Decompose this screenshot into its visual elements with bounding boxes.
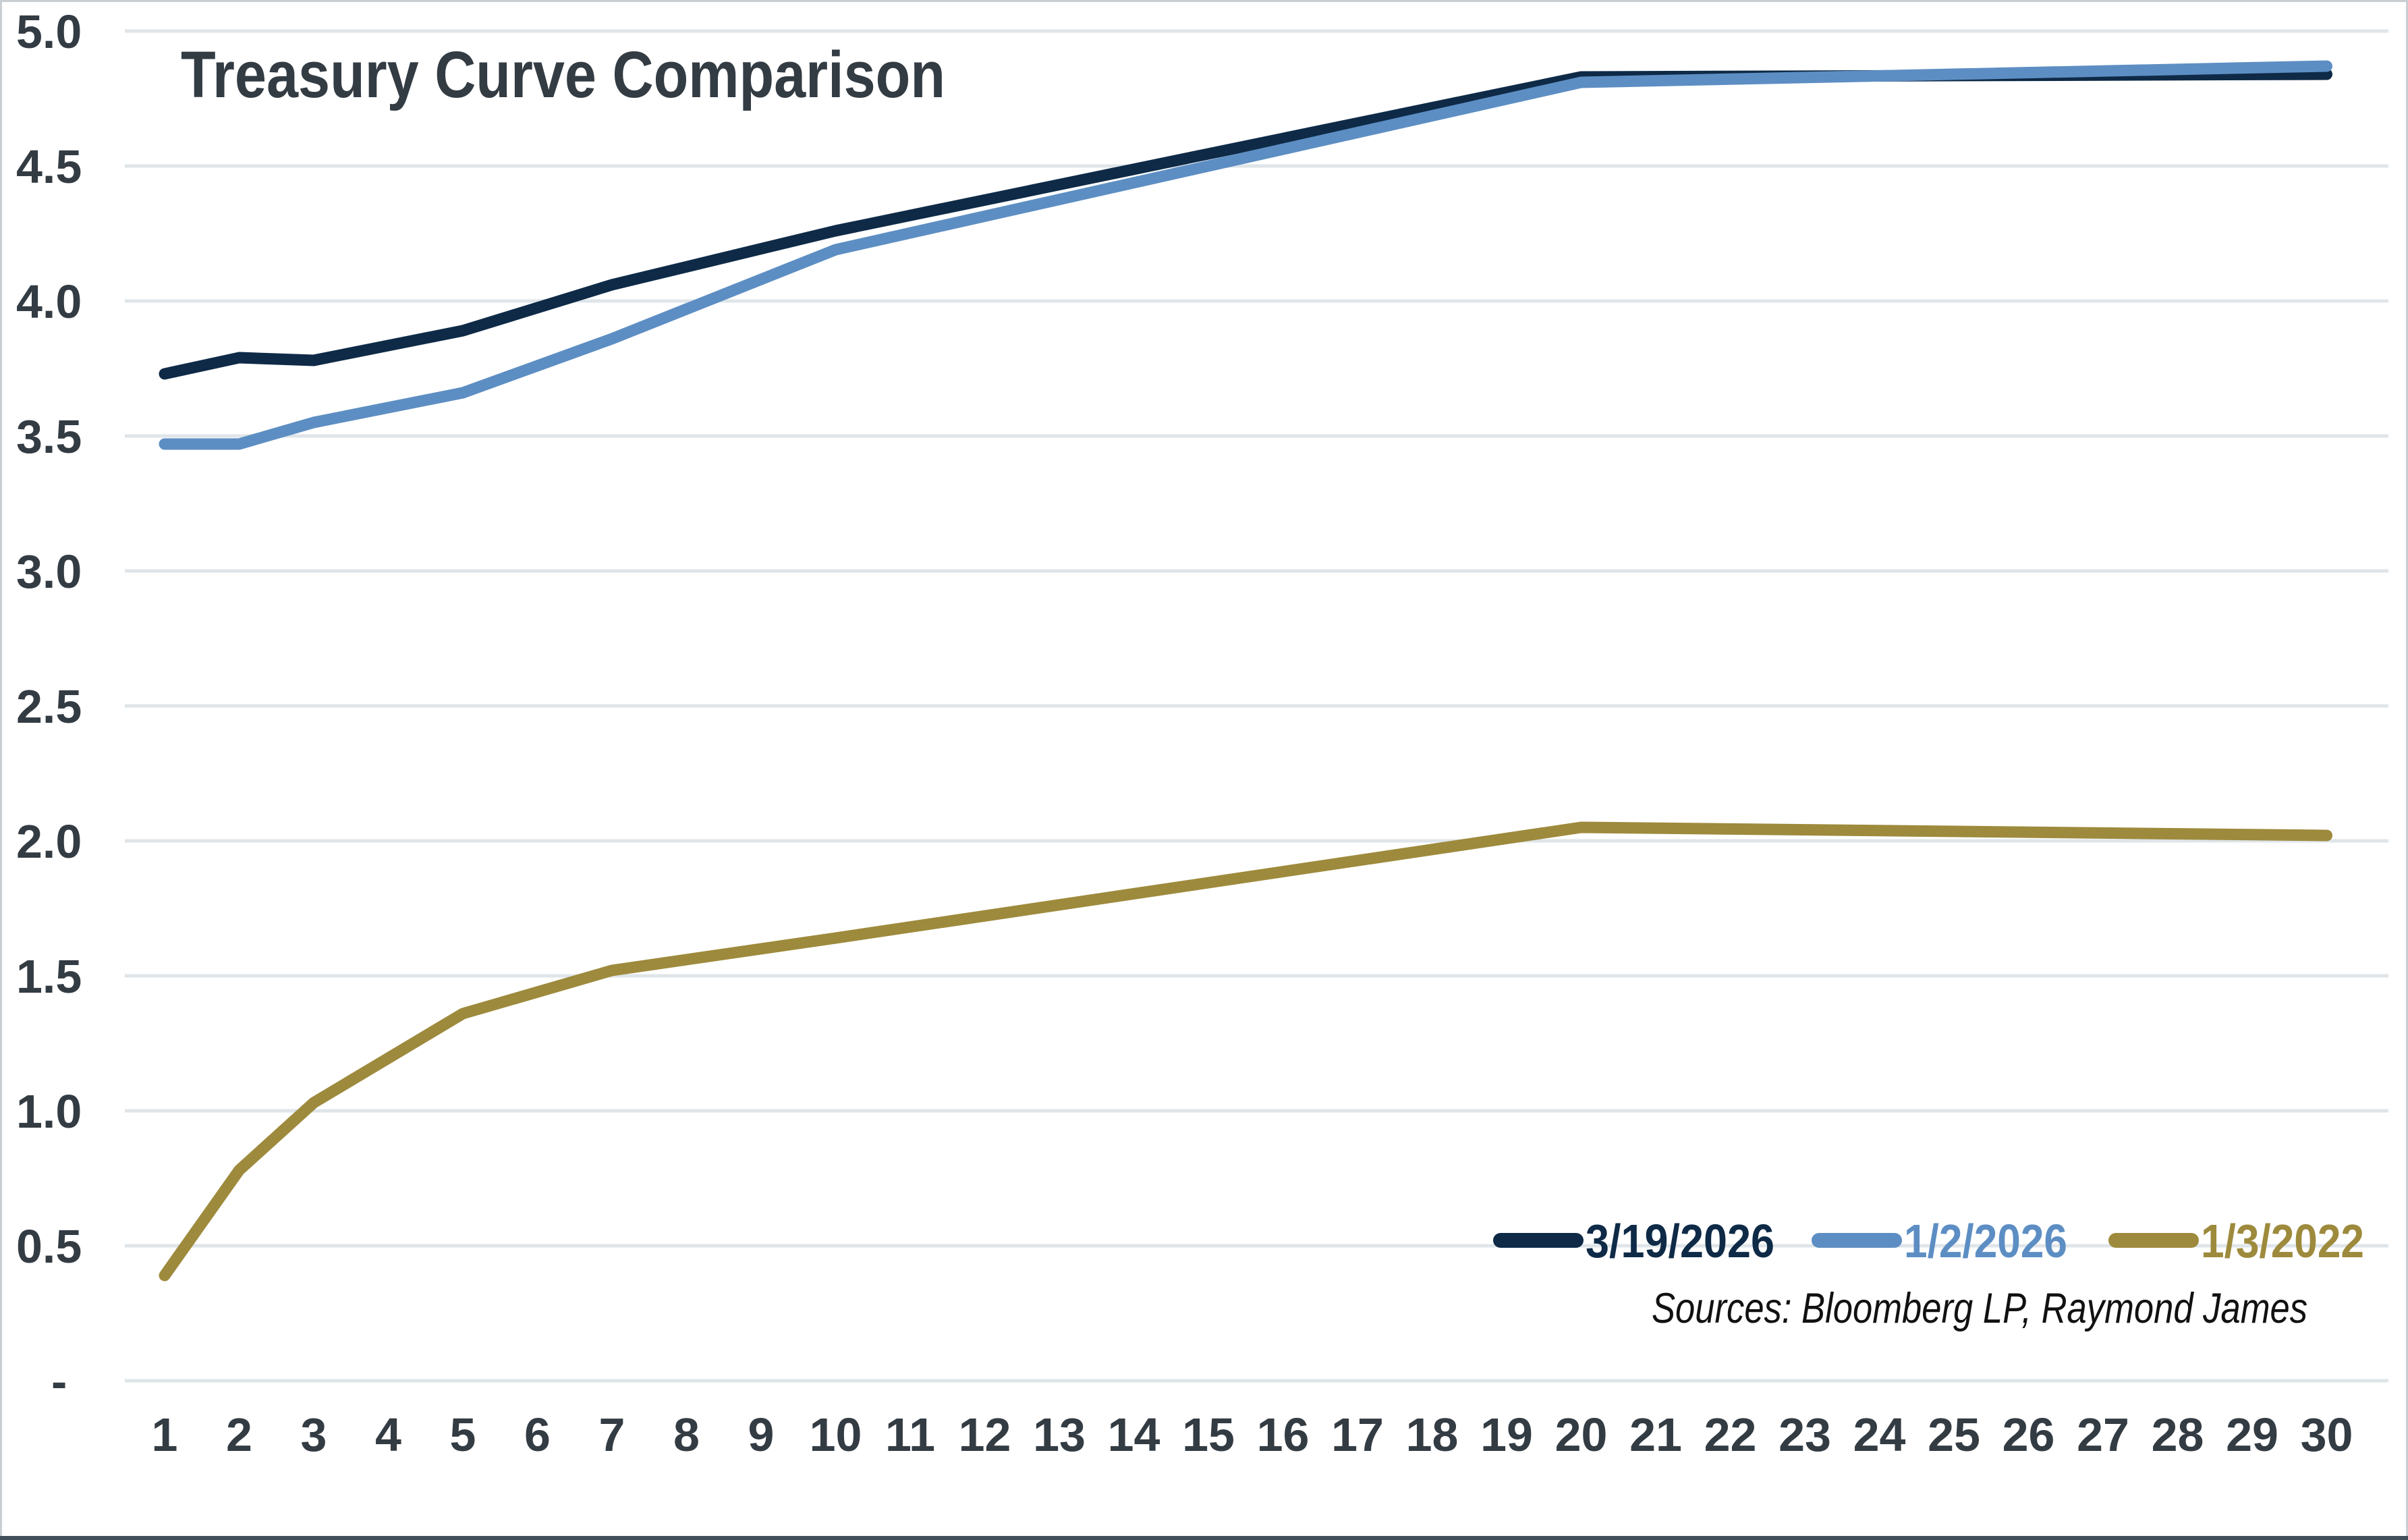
x-axis-label: 18 — [1406, 1408, 1459, 1461]
legend: 3/19/2026 1/2/2026 1/3/2022 — [1493, 1215, 2364, 1267]
y-axis-label: 1.0 — [16, 1085, 82, 1138]
y-axis-label: 4.5 — [16, 140, 82, 193]
x-axis-labels: 1 2 3 4 5 6 7 8 9 10 11 12 13 14 15 16 17 18 19 20 21 22 23 24 2… — [152, 1408, 2353, 1461]
x-axis-label: 30 — [2301, 1408, 2353, 1461]
x-axis-label: 29 — [2226, 1408, 2278, 1461]
x-axis-label: 13 — [1033, 1408, 1086, 1461]
x-axis-label: 23 — [1779, 1408, 1831, 1461]
x-axis-label: 24 — [1853, 1408, 1906, 1461]
chart-title: Treasury Curve Comparison — [181, 38, 945, 111]
x-axis-label: 11 — [885, 1408, 935, 1461]
x-axis-label: 6 — [524, 1408, 551, 1461]
x-axis-label: 22 — [1704, 1408, 1757, 1461]
gridlines — [125, 29, 2388, 1383]
y-axis-label: 5.0 — [16, 5, 82, 58]
series-line-3/19/2026 — [159, 68, 2332, 380]
x-axis-label: 7 — [599, 1408, 625, 1461]
legend-label-1/3/2022: 1/3/2022 — [2201, 1215, 2364, 1267]
x-axis-label: 3 — [301, 1408, 327, 1461]
x-axis-label: 9 — [748, 1408, 775, 1461]
x-axis-label: 27 — [2077, 1408, 2129, 1461]
series-line-1/2/2026 — [159, 60, 2332, 450]
x-axis-label: 12 — [959, 1408, 1011, 1461]
x-axis-label: 2 — [226, 1408, 252, 1461]
x-axis-label: 1 — [152, 1408, 178, 1461]
x-axis-label: 8 — [673, 1408, 700, 1461]
x-axis-label: 4 — [375, 1408, 401, 1461]
bottom-bar — [0, 1536, 2408, 1540]
y-axis-label: 3.0 — [16, 545, 82, 598]
series-line-1/3/2022 — [159, 821, 2332, 1282]
x-axis-label: 17 — [1331, 1408, 1384, 1461]
x-axis-label: 10 — [810, 1408, 862, 1461]
x-axis-label: 19 — [1480, 1408, 1533, 1461]
y-axis-label: - — [51, 1355, 67, 1408]
x-axis-label: 20 — [1555, 1408, 1608, 1461]
source-note: Sources: Bloomberg LP, Raymond James — [1652, 1285, 2307, 1332]
y-axis-label: 0.5 — [16, 1220, 82, 1273]
x-axis-label: 15 — [1182, 1408, 1235, 1461]
x-axis-label: 14 — [1108, 1408, 1160, 1461]
y-axis-label: 2.0 — [16, 815, 82, 868]
x-axis-label: 25 — [1928, 1408, 1980, 1461]
y-axis-label: 4.0 — [16, 275, 82, 328]
x-axis-label: 26 — [2003, 1408, 2055, 1461]
y-axis-label: 1.5 — [16, 950, 82, 1003]
y-axis-label: 3.5 — [16, 410, 82, 463]
x-axis-label: 21 — [1629, 1408, 1682, 1461]
x-axis-label: 5 — [450, 1408, 476, 1461]
series-lines — [159, 60, 2332, 1282]
x-axis-label: 28 — [2152, 1408, 2204, 1461]
y-axis-label: 2.5 — [16, 680, 82, 733]
legend-label-3/19/2026: 3/19/2026 — [1586, 1215, 1774, 1267]
legend-label-1/2/2026: 1/2/2026 — [1904, 1215, 2067, 1267]
x-axis-label: 16 — [1257, 1408, 1310, 1461]
y-axis-labels: 5.0 4.5 4.0 3.5 3.0 2.5 2.0 1.5 1.0 0.5 - — [16, 5, 82, 1408]
